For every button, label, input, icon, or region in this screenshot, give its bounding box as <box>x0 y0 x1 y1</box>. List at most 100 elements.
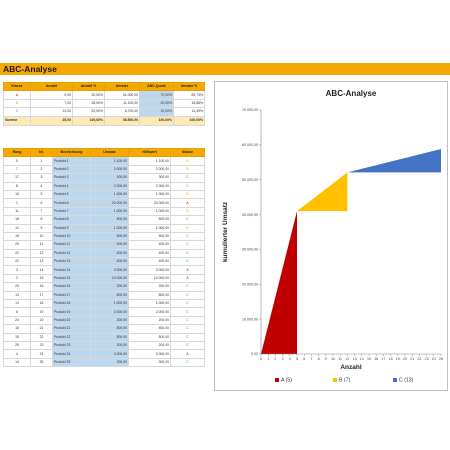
x-tick-label: 12 <box>345 357 349 361</box>
rank-cell: 25 <box>3 340 31 351</box>
helper-value-cell: 10.000,00 <box>128 273 171 284</box>
revenue-cell: 1.000,00 <box>90 299 129 309</box>
total-cell: 100,00% <box>139 115 174 126</box>
product-row: 9 1 Produkt 1 1.100,00 1.100,00 B <box>3 156 205 166</box>
product-row: 15 22 Produkt 22 500,00 500,00 C <box>3 332 205 343</box>
rank-cell: 7 <box>3 164 31 175</box>
class-cell: A <box>3 90 31 100</box>
number-cell: 14 <box>30 265 53 275</box>
product-name-cell: Produkt 3 <box>52 173 91 183</box>
x-tick-label: 18 <box>389 357 393 361</box>
product-row: 21 12 Produkt 12 400,00 400,00 C <box>3 248 205 259</box>
legend-label: A (5) <box>281 378 292 384</box>
number-cell: 8 <box>30 215 53 225</box>
number-cell: 17 <box>30 290 53 301</box>
x-tick-label: 1 <box>267 357 269 361</box>
legend-label: C (13) <box>399 378 414 384</box>
helper-value-cell: 500,00 <box>128 332 171 343</box>
revenue-cell: 200,00 <box>90 340 129 351</box>
class-cell: B <box>170 181 205 191</box>
product-row: 16 21 Produkt 21 500,00 500,00 C <box>3 324 205 334</box>
x-tick-label: 6 <box>303 357 305 361</box>
x-tick-label: 19 <box>396 357 400 361</box>
rank-cell: 17 <box>3 173 31 183</box>
product-name-cell: Produkt 9 <box>52 223 91 233</box>
number-cell: 4 <box>30 181 53 191</box>
class-cell: A <box>170 265 205 275</box>
helper-value-cell: 300,00 <box>128 173 171 183</box>
number-cell: 12 <box>30 248 53 259</box>
detail-header-cell: Klasse <box>170 147 205 158</box>
revenue-cell: 2.000,00 <box>90 307 129 317</box>
revenue-percent-cell: 18,88% <box>173 98 205 109</box>
revenue-cell: 400,00 <box>90 248 129 259</box>
helper-value-cell: 500,00 <box>128 231 171 242</box>
number-cell: 16 <box>30 282 53 292</box>
x-tick-label: 15 <box>367 357 371 361</box>
abc-chart: ABC-Analyse 0,00 10.000,00 20.000,00 30.000,… <box>222 89 443 384</box>
rank-cell: 6 <box>3 307 31 317</box>
total-cell: 25,00 <box>30 115 73 126</box>
number-cell: 9 <box>30 223 53 233</box>
rank-cell: 11 <box>3 206 31 217</box>
legend-swatch <box>275 378 279 382</box>
helper-value-cell: 400,00 <box>128 257 171 267</box>
class-cell: C <box>170 307 205 317</box>
product-name-cell: Produkt 13 <box>52 257 91 267</box>
revenue-cell: 200,00 <box>90 315 129 326</box>
legend-swatch <box>393 378 397 382</box>
product-name-cell: Produkt 25 <box>52 357 91 368</box>
legend-label: B (7) <box>339 378 351 384</box>
y-tick-label: 70.000,00 <box>242 108 258 112</box>
class-cell: C <box>3 107 31 117</box>
helper-value-cell: 800,00 <box>128 290 171 301</box>
class-cell: C <box>170 215 205 225</box>
y-axis-label: kumulierter Umsatz <box>222 201 229 262</box>
title-bar: ABC-Analyse <box>0 63 450 75</box>
product-row: 10 5 Produkt 5 1.000,00 1.000,00 B <box>3 189 205 200</box>
product-name-cell: Produkt 5 <box>52 189 91 200</box>
product-row: 14 18 Produkt 18 1.000,00 1.000,00 C <box>3 299 205 309</box>
number-cell: 20 <box>30 315 53 326</box>
rank-cell: 21 <box>3 248 31 259</box>
chart-title: ABC-Analyse <box>326 89 377 98</box>
number-cell: 25 <box>30 357 53 368</box>
class-cell: A <box>170 349 205 359</box>
legend-swatch <box>333 378 337 382</box>
product-row: 12 9 Produkt 9 1.000,00 1.000,00 B <box>3 223 205 233</box>
product-name-cell: Produkt 15 <box>52 273 91 284</box>
product-name-cell: Produkt 17 <box>52 290 91 301</box>
number-cell: 1 <box>30 156 53 166</box>
detail-header-cell: Rang <box>3 147 31 158</box>
y-tick-label: 40.000,00 <box>242 213 258 217</box>
number-cell: 22 <box>30 332 53 343</box>
summary-row: C 13,00 52,00% 6.700,00 10,00% 11,39% <box>3 107 205 117</box>
abc-quota-cell: 20,00% <box>139 98 174 109</box>
y-tick-label: 10.000,00 <box>242 317 258 321</box>
class-cell: C <box>170 248 205 259</box>
x-tick-label: 16 <box>374 357 378 361</box>
count-percent-cell: 20,00% <box>72 90 105 100</box>
y-tick-label: 30.000,00 <box>242 248 258 252</box>
product-name-cell: Produkt 8 <box>52 215 91 225</box>
product-row: 19 10 Produkt 10 500,00 500,00 C <box>3 231 205 242</box>
detail-header-cell: Umsatz <box>90 147 129 158</box>
count-cell: 7,00 <box>30 98 73 109</box>
product-name-cell: Produkt 19 <box>52 307 91 317</box>
revenue-cell: 1.000,00 <box>90 206 129 217</box>
product-name-cell: Produkt 6 <box>52 198 91 208</box>
product-row: 20 11 Produkt 11 400,00 400,00 C <box>3 240 205 250</box>
revenue-cell: 3.000,00 <box>90 265 129 275</box>
class-cell: B <box>170 189 205 200</box>
number-cell: 6 <box>30 198 53 208</box>
product-name-cell: Produkt 2 <box>52 164 91 175</box>
number-cell: 18 <box>30 299 53 309</box>
rank-cell: 14 <box>3 299 31 309</box>
summary-total-row: Summe 25,00 100,00% 58.800,00 100,00% 100,00% <box>3 115 205 126</box>
x-tick-label: 11 <box>338 357 342 361</box>
y-tick-label: 50.000,00 <box>242 178 258 182</box>
number-cell: 15 <box>30 273 53 284</box>
number-cell: 2 <box>30 164 53 175</box>
revenue-cell: 500,00 <box>90 231 129 242</box>
product-row: 25 23 Produkt 23 200,00 200,00 C <box>3 340 205 351</box>
